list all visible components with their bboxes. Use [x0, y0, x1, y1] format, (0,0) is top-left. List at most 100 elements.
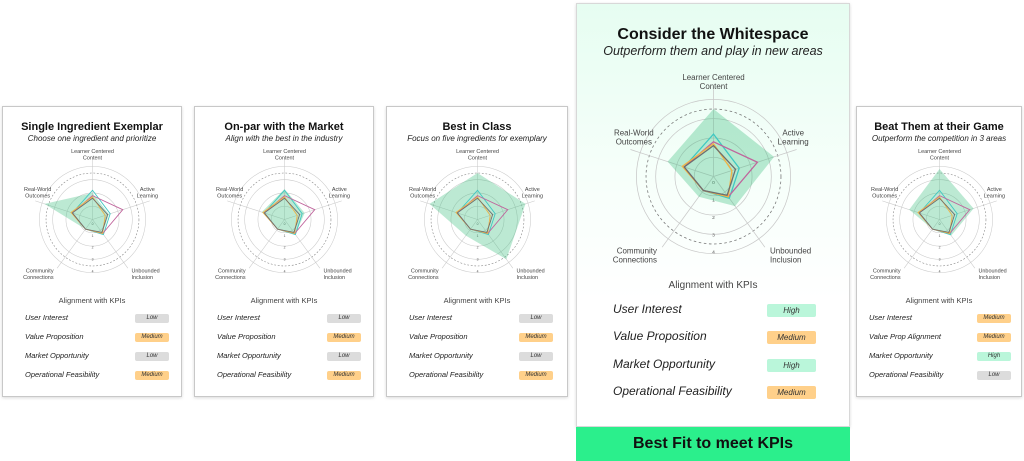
axis-label-line: Content: [83, 155, 103, 161]
axis-label-line: Content: [275, 155, 295, 161]
axis-line: [903, 219, 940, 269]
card-subtitle: Outperform the competition in 3 areas: [871, 134, 1007, 143]
kpi-level-badge: Medium: [327, 333, 361, 342]
card-on-par-with-market: On-par with the Market Align with the bes…: [194, 106, 374, 397]
kpi-label: User Interest: [25, 313, 68, 322]
competitor-line-yellow: [70, 196, 106, 235]
axis-label-line: Community: [617, 247, 657, 256]
radar-chart: 0 1 2 3 4 Learner Centered Content Active Learni…: [870, 149, 1007, 281]
axis-label-line: Community: [218, 269, 246, 275]
axis-label-line: Learning: [522, 193, 543, 199]
axis-label-line: Content: [930, 155, 950, 161]
axis-label: Community Connections: [408, 269, 439, 281]
kpi-label: Market Opportunity: [25, 351, 89, 360]
axis-label-line: Learner Centered: [456, 149, 499, 155]
competitor-line-yellow: [455, 196, 491, 235]
tick-label: 1: [92, 234, 94, 238]
target-ring: [45, 172, 140, 267]
axis-label-line: Unbounded: [323, 269, 351, 275]
axis-label-line: Content: [468, 155, 488, 161]
axis-label: Learner Centered Content: [71, 149, 114, 161]
axis-line: [248, 219, 285, 269]
kpi-level-badge: Medium: [977, 333, 1011, 342]
axis-label-line: Connections: [613, 256, 657, 265]
tick-label: 1: [284, 234, 286, 238]
kpi-header: Alignment with KPIs: [443, 296, 511, 305]
card-title: Beat Them at their Game: [874, 121, 1004, 133]
axis-line: [661, 176, 714, 248]
axis-label-line: Inclusion: [323, 275, 345, 281]
card-title: Consider the Whitespace: [617, 26, 809, 43]
kpi-header: Alignment with KPIs: [250, 296, 318, 305]
kpi-level-badge: Medium: [767, 331, 816, 345]
radar-chart: 0 1 2 3 4 Learner Centered Content Active Learni…: [215, 149, 352, 281]
tick-label: 4: [477, 270, 479, 274]
axis-label-line: Community: [411, 269, 439, 275]
card-title: On-par with the Market: [224, 121, 344, 133]
tick-label: 0: [284, 222, 286, 226]
axis-label: Learner Centered Content: [918, 149, 961, 161]
card-subtitle: Outperform them and play in new areas: [603, 44, 823, 58]
axis-label-line: Learner Centered: [71, 149, 114, 155]
competitor-line-yellow: [681, 142, 733, 198]
axis-label-line: Real-World: [24, 187, 51, 193]
tick-label: 2: [939, 246, 941, 250]
kpi-level-badge: High: [767, 358, 816, 372]
axis-line: [56, 219, 93, 269]
competitor-line-gray: [263, 197, 301, 233]
axis-line: [713, 176, 766, 248]
tick-label: 1: [712, 198, 715, 204]
competitor-line-gray: [456, 197, 494, 233]
card-consider-the-whitespace: Consider the Whitespace Outperform them a…: [576, 3, 850, 427]
card-title: Single Ingredient Exemplar: [21, 121, 163, 133]
axis-line: [939, 200, 997, 220]
axis-label: Active Learning: [778, 128, 809, 146]
radar-chart: 0 1 2 3 4 Learner Centered Content Active Learni…: [613, 73, 811, 265]
axis-line: [939, 219, 976, 269]
kpi-level-badge: Medium: [519, 333, 553, 342]
axis-label-line: Real-World: [614, 128, 654, 137]
competitor-line-gray: [683, 144, 737, 197]
axis-label-line: Learning: [984, 193, 1005, 199]
axis-label-line: Outcomes: [217, 193, 242, 199]
axis-label: Learner Centered Content: [456, 149, 499, 161]
tick-label: 2: [477, 246, 479, 250]
card-subtitle: Focus on five ingredients for exemplary: [407, 134, 547, 143]
axis-label-line: Connections: [215, 275, 246, 281]
axis-label: Unbounded Inclusion: [770, 247, 811, 265]
tick-label: 2: [284, 246, 286, 250]
target-profile-area: [261, 188, 305, 235]
axis-line: [441, 219, 478, 269]
axis-label-line: Outcomes: [616, 137, 652, 146]
kpi-label: Value Prop Alignment: [869, 332, 941, 341]
axis-label: Learner Centered Content: [263, 149, 306, 161]
axis-label: Active Learning: [137, 187, 158, 199]
axis-label-line: Outcomes: [872, 193, 897, 199]
kpi-label: Operational Feasibility: [25, 370, 100, 379]
target-ring: [892, 172, 987, 267]
tick-label: 0: [712, 180, 715, 186]
kpi-label: Value Proposition: [409, 332, 468, 341]
axis-label: Learner Centered Content: [682, 73, 744, 91]
axis-label-line: Connections: [408, 275, 439, 281]
axis-label: Unbounded Inclusion: [978, 269, 1006, 281]
tick-label: 0: [939, 222, 941, 226]
tick-label: 2: [712, 215, 715, 221]
kpi-label: Operational Feasibility: [217, 370, 292, 379]
axis-line: [420, 200, 478, 220]
tick-label: 3: [477, 258, 479, 262]
axis-label-line: Active: [782, 128, 804, 137]
tick-label: 2: [92, 246, 94, 250]
kpi-label: User Interest: [869, 313, 912, 322]
tick-label: 1: [477, 234, 479, 238]
target-profile-area: [667, 109, 775, 207]
kpi-level-badge: Medium: [135, 371, 169, 380]
axis-label-line: Unbounded: [516, 269, 544, 275]
card-title: Best in Class: [442, 121, 512, 133]
axis-label: Real-World Outcomes: [216, 187, 243, 199]
axis-label-line: Learning: [329, 193, 350, 199]
axis-label: Real-World Outcomes: [871, 187, 898, 199]
axis-line: [477, 200, 535, 220]
axis-label-line: Community: [873, 269, 901, 275]
kpi-label: Value Proposition: [217, 332, 276, 341]
